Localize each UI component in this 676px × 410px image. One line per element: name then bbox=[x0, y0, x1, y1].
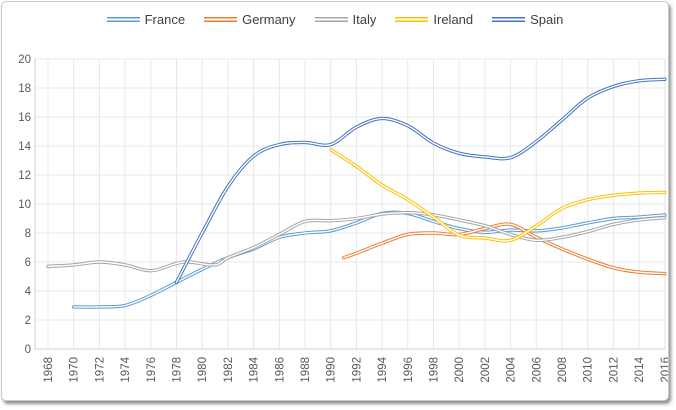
x-tick-label: 2000 bbox=[454, 357, 466, 383]
series-line-ireland bbox=[329, 147, 667, 243]
x-tick-label: 2016 bbox=[660, 357, 668, 383]
series-line-italy bbox=[46, 210, 667, 273]
x-tick-label: 2002 bbox=[480, 357, 492, 383]
y-tick-label: 2 bbox=[25, 315, 31, 327]
y-tick-label: 16 bbox=[18, 112, 31, 124]
x-tick-label: 1968 bbox=[43, 357, 55, 383]
x-tick-label: 2010 bbox=[583, 357, 595, 383]
x-tick-label: 1976 bbox=[146, 357, 158, 383]
x-tick-label: 1994 bbox=[377, 356, 389, 382]
chart-legend: France Germany Italy Ireland Spain bbox=[2, 13, 668, 26]
legend-item-spain: Spain bbox=[492, 13, 563, 26]
legend-label-germany: Germany bbox=[242, 12, 296, 27]
y-tick-label: 0 bbox=[25, 344, 31, 356]
x-tick-label: 1978 bbox=[172, 357, 184, 383]
legend-item-germany: Germany bbox=[204, 12, 296, 27]
legend-label-france: France bbox=[144, 12, 186, 27]
x-tick-label: 1970 bbox=[69, 357, 81, 383]
x-tick-label: 1974 bbox=[120, 356, 132, 382]
legend-label-spain: Spain bbox=[530, 12, 564, 27]
x-tick-label: 1996 bbox=[403, 357, 415, 383]
x-tick-label: 2008 bbox=[557, 357, 569, 383]
legend-swatch-italy-icon bbox=[314, 17, 348, 22]
chart-frame: France Germany Italy Ireland Spain 0 2 4 6 8 10 12… bbox=[1, 1, 669, 401]
x-tick-label: 1988 bbox=[300, 357, 312, 383]
legend-swatch-ireland-icon bbox=[395, 17, 429, 22]
line-chart-plot: 0 2 4 6 8 10 12 14 16 18 20 1968 1970 1972 1974 1976 197… bbox=[18, 54, 668, 383]
y-axis-tick-labels: 0 2 4 6 8 10 12 14 16 18 20 bbox=[18, 54, 31, 356]
x-tick-label: 1980 bbox=[197, 357, 209, 383]
legend-item-italy: Italy bbox=[314, 12, 377, 27]
x-tick-label: 2014 bbox=[634, 356, 646, 382]
x-tick-label: 2004 bbox=[506, 356, 518, 382]
x-tick-label: 1972 bbox=[94, 357, 106, 383]
y-tick-label: 6 bbox=[25, 257, 31, 269]
legend-item-ireland: Ireland bbox=[395, 13, 473, 26]
x-tick-label: 2012 bbox=[608, 357, 620, 383]
legend-label-italy: Italy bbox=[352, 12, 377, 27]
legend-swatch-germany-icon bbox=[204, 17, 238, 22]
series-line-germany bbox=[341, 222, 667, 276]
series-line-france bbox=[72, 210, 667, 309]
y-tick-label: 18 bbox=[18, 83, 31, 95]
x-tick-label: 1990 bbox=[326, 357, 338, 383]
legend-swatch-france-icon bbox=[106, 17, 140, 22]
y-tick-label: 8 bbox=[25, 228, 31, 240]
y-tick-label: 10 bbox=[18, 199, 31, 211]
x-tick-label: 1998 bbox=[429, 357, 441, 383]
x-tick-label: 1992 bbox=[351, 357, 363, 383]
series-line-spain bbox=[174, 77, 667, 284]
y-tick-label: 14 bbox=[18, 141, 31, 153]
legend-label-ireland: Ireland bbox=[433, 12, 474, 27]
legend-item-france: France bbox=[106, 12, 186, 27]
x-tick-label: 1984 bbox=[249, 356, 261, 382]
legend-swatch-spain-icon bbox=[492, 17, 526, 22]
y-tick-label: 12 bbox=[18, 170, 31, 182]
y-tick-label: 4 bbox=[25, 286, 32, 298]
x-tick-label: 2006 bbox=[531, 357, 543, 383]
x-axis-tick-labels: 1968 1970 1972 1974 1976 1978 1980 1982 1984 1986… bbox=[43, 356, 668, 382]
y-tick-label: 20 bbox=[18, 54, 31, 66]
x-tick-label: 1986 bbox=[274, 357, 286, 383]
x-tick-label: 1982 bbox=[223, 357, 235, 383]
